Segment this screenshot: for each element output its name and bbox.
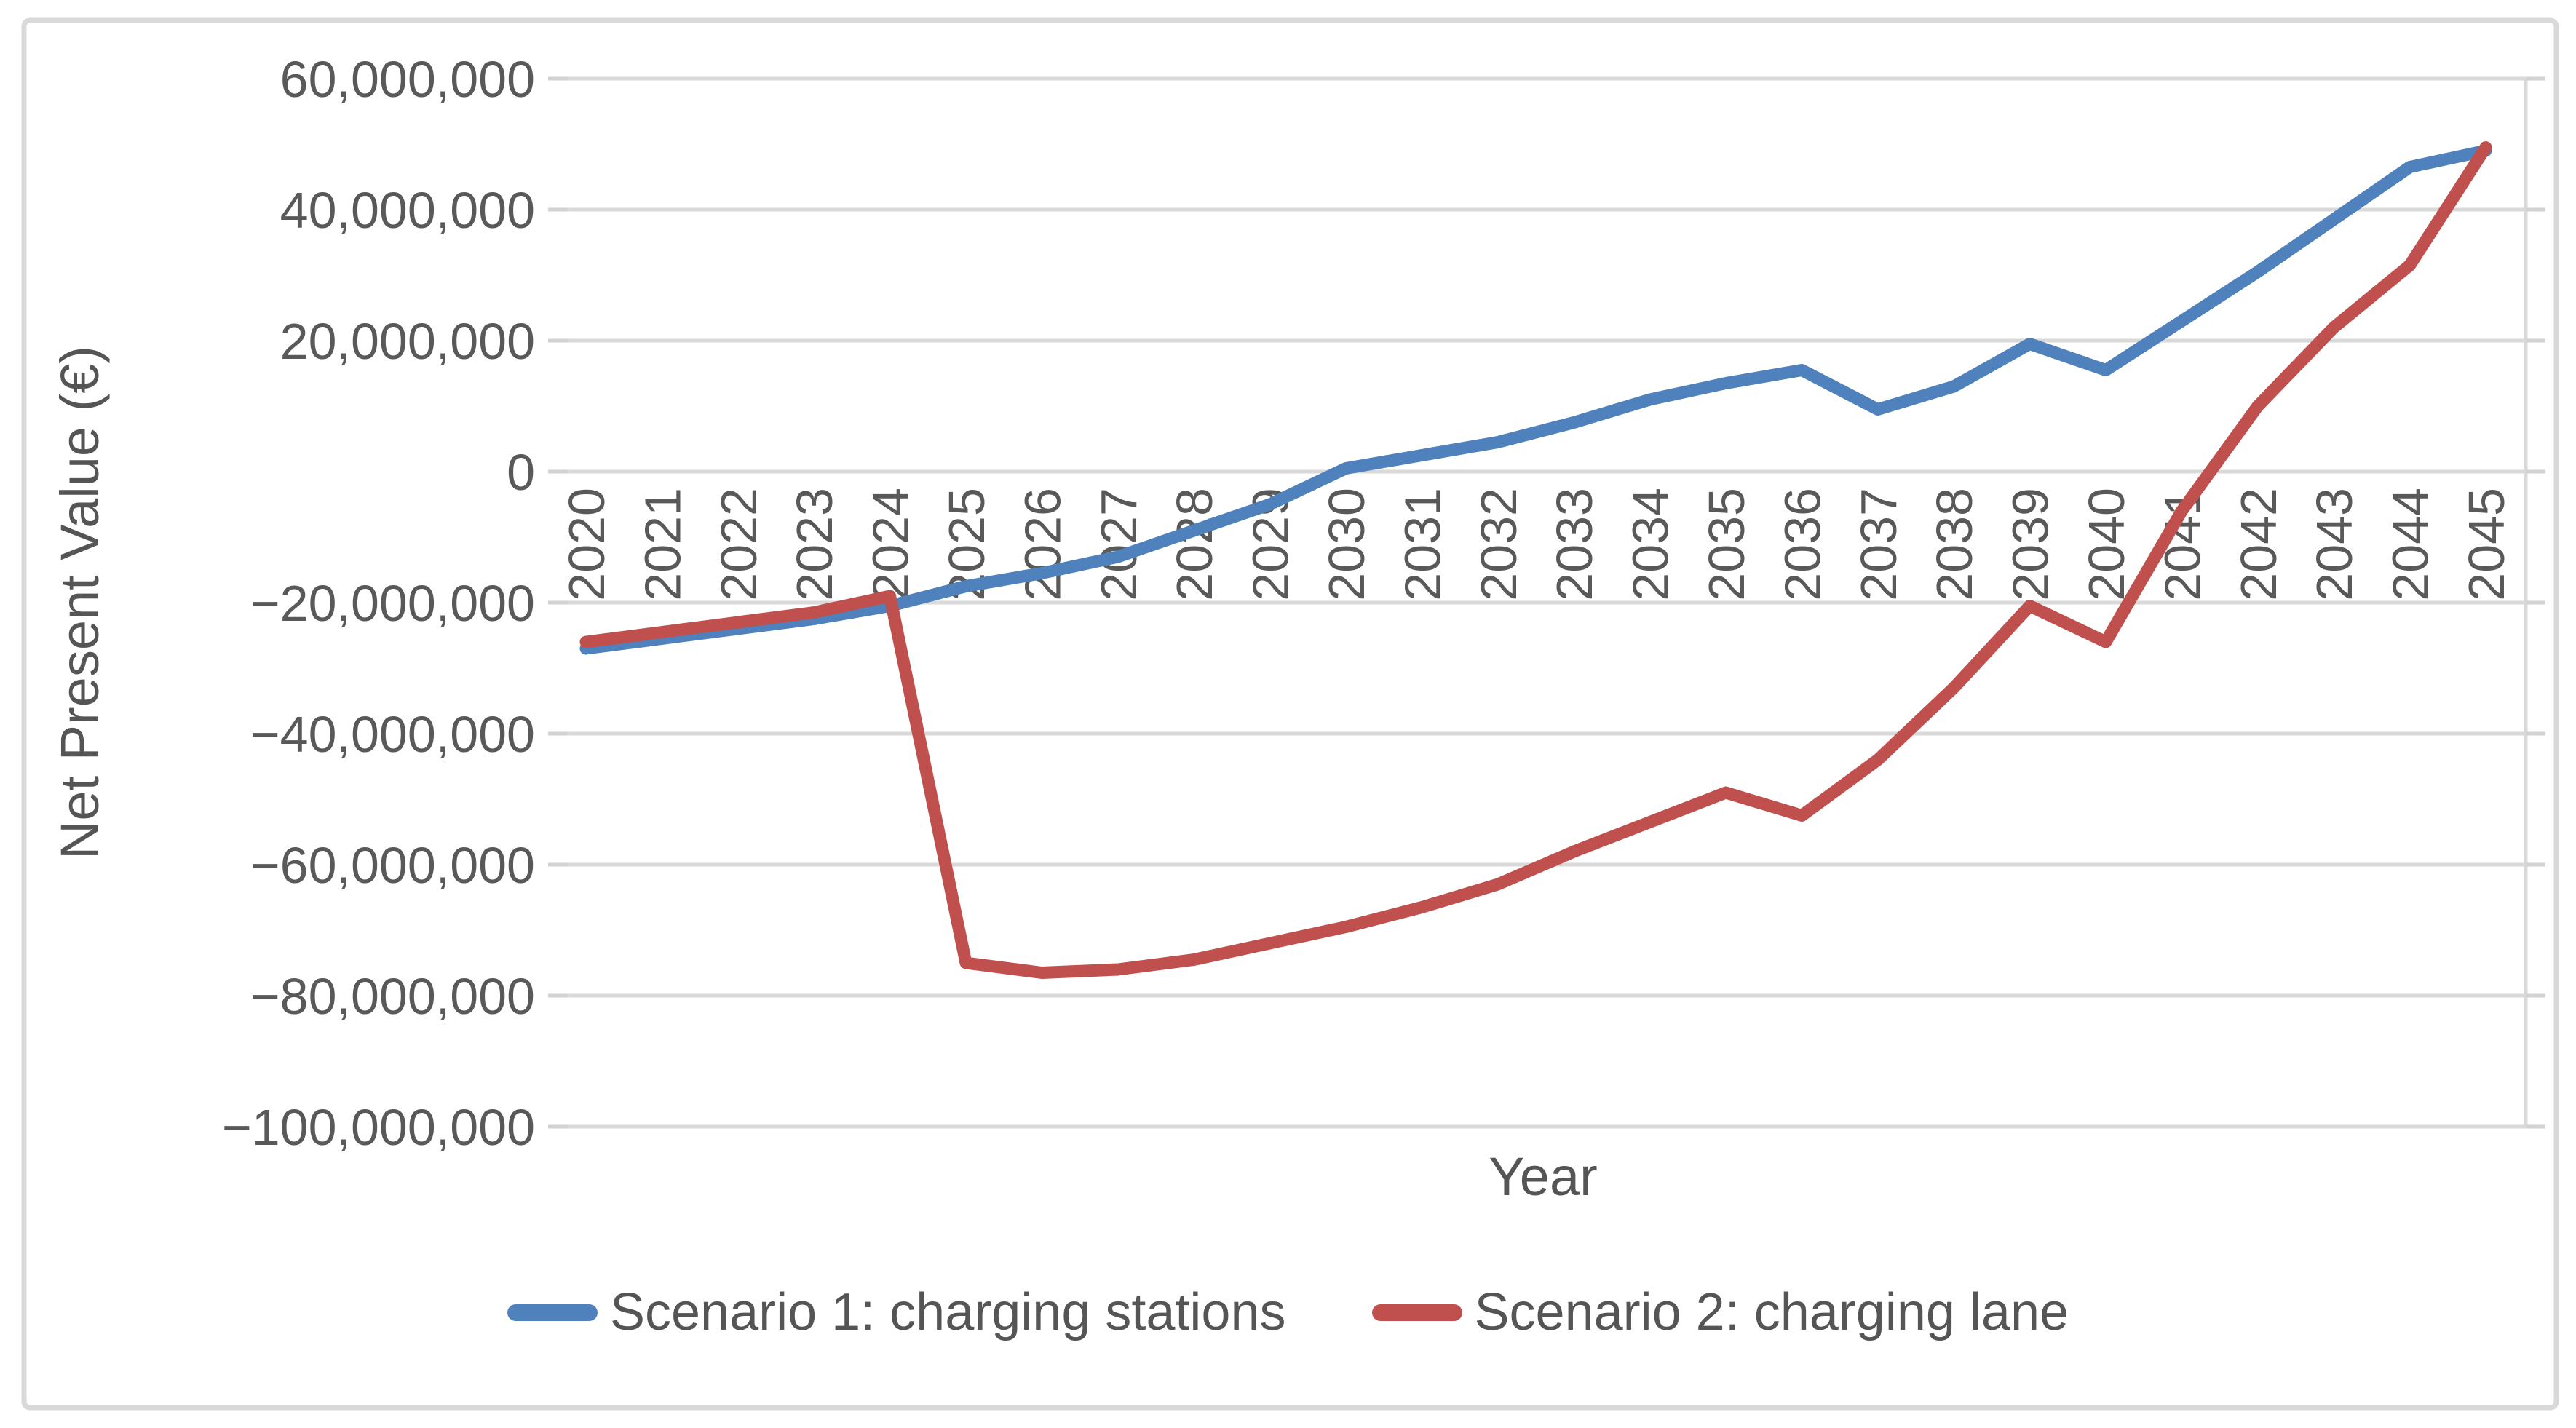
y-tick-label: −40,000,000: [250, 706, 535, 763]
legend: Scenario 1: charging stations Scenario 2…: [0, 1282, 2576, 1342]
ticks-layer: [548, 76, 2545, 1129]
x-tick-label: 2040: [2078, 488, 2135, 601]
y-tick-label: −100,000,000: [222, 1099, 535, 1156]
y-tick-label: −60,000,000: [250, 837, 535, 894]
y-tick-label: 40,000,000: [280, 182, 535, 239]
y-tick-label: −20,000,000: [250, 575, 535, 632]
x-tick-label: 2026: [1014, 488, 1071, 601]
x-tick-label: 2044: [2382, 488, 2439, 601]
legend-swatch-scenario-1-icon: [507, 1304, 598, 1321]
y-tick-label: −80,000,000: [250, 968, 535, 1025]
legend-swatch-scenario-2-icon: [1371, 1304, 1462, 1321]
x-tick-label: 2042: [2230, 488, 2287, 601]
series-layer: [579, 141, 2492, 979]
legend-item-scenario-1: Scenario 1: charging stations: [507, 1282, 1286, 1342]
series-line-scenario-2: [579, 141, 2492, 979]
x-tick-label: 2032: [1470, 488, 1527, 601]
chart-border: [21, 17, 2559, 1411]
legend-item-scenario-2: Scenario 2: charging lane: [1371, 1282, 2069, 1342]
y-axis-title: Net Present Value (€): [49, 346, 110, 860]
x-tick-label: 2021: [634, 488, 691, 601]
y-tick-label: 60,000,000: [280, 51, 535, 108]
series-line-scenario-1: [579, 144, 2492, 655]
x-tick-label: 2020: [558, 488, 615, 601]
y-tick-label: 0: [507, 444, 535, 501]
x-tick-label: 2043: [2306, 488, 2363, 601]
x-tick-label: 2036: [1774, 488, 1831, 601]
x-tick-label: 2033: [1546, 488, 1603, 601]
x-tick-label: 2045: [2458, 488, 2515, 601]
x-tick-label: 2023: [786, 488, 843, 601]
x-tick-label: 2022: [710, 488, 767, 601]
x-tick-label: 2031: [1394, 488, 1451, 601]
x-tick-label: 2037: [1850, 488, 1907, 601]
x-tick-label: 2034: [1622, 488, 1679, 601]
x-tick-label: 2028: [1166, 488, 1223, 601]
x-tick-label: 2039: [2002, 488, 2059, 601]
x-tick-label: 2024: [863, 488, 919, 601]
legend-label-scenario-1: Scenario 1: charging stations: [609, 1283, 1286, 1341]
x-axis-title: Year: [1489, 1146, 1598, 1207]
x-tick-label: 2035: [1698, 488, 1755, 601]
x-tick-label: 2030: [1318, 488, 1375, 601]
x-tick-label: 2038: [1926, 488, 1983, 601]
legend-label-scenario-2: Scenario 2: charging lane: [1474, 1283, 2069, 1341]
y-tick-label: 20,000,000: [280, 313, 535, 370]
